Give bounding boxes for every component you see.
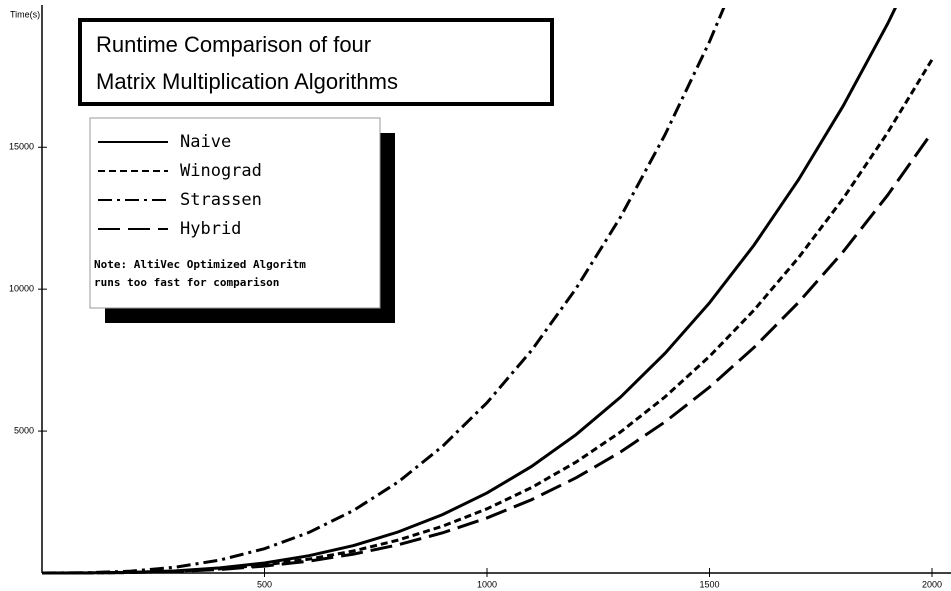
x-tick-label: 1500 [699,579,719,589]
series-line [41,8,726,575]
y-axis-label: Time(s) [10,9,40,19]
series-line [41,131,934,575]
x-tick-label: 2000 [922,579,942,589]
legend-label: Winograd [180,161,262,181]
note: runs too fast for comparison [94,276,279,289]
legend-label: Strassen [180,190,262,210]
x-tick-label: 1000 [477,579,497,589]
chart-title: Runtime Comparison of four [96,32,371,57]
y-tick-label: 10000 [9,284,34,294]
legend-label: Naive [180,132,231,152]
chart-title: Matrix Multiplication Algorithms [96,69,398,94]
legend [89,117,381,309]
title-box [78,18,554,106]
series-line [41,58,934,575]
y-tick-label: 5000 [14,425,34,435]
plot-area [41,8,934,575]
y-tick-label: 15000 [9,142,34,152]
legend-label: Hybrid [180,219,241,239]
note: Note: AltiVec Optimized Algoritm [94,258,306,271]
x-tick-label: 500 [257,579,272,589]
